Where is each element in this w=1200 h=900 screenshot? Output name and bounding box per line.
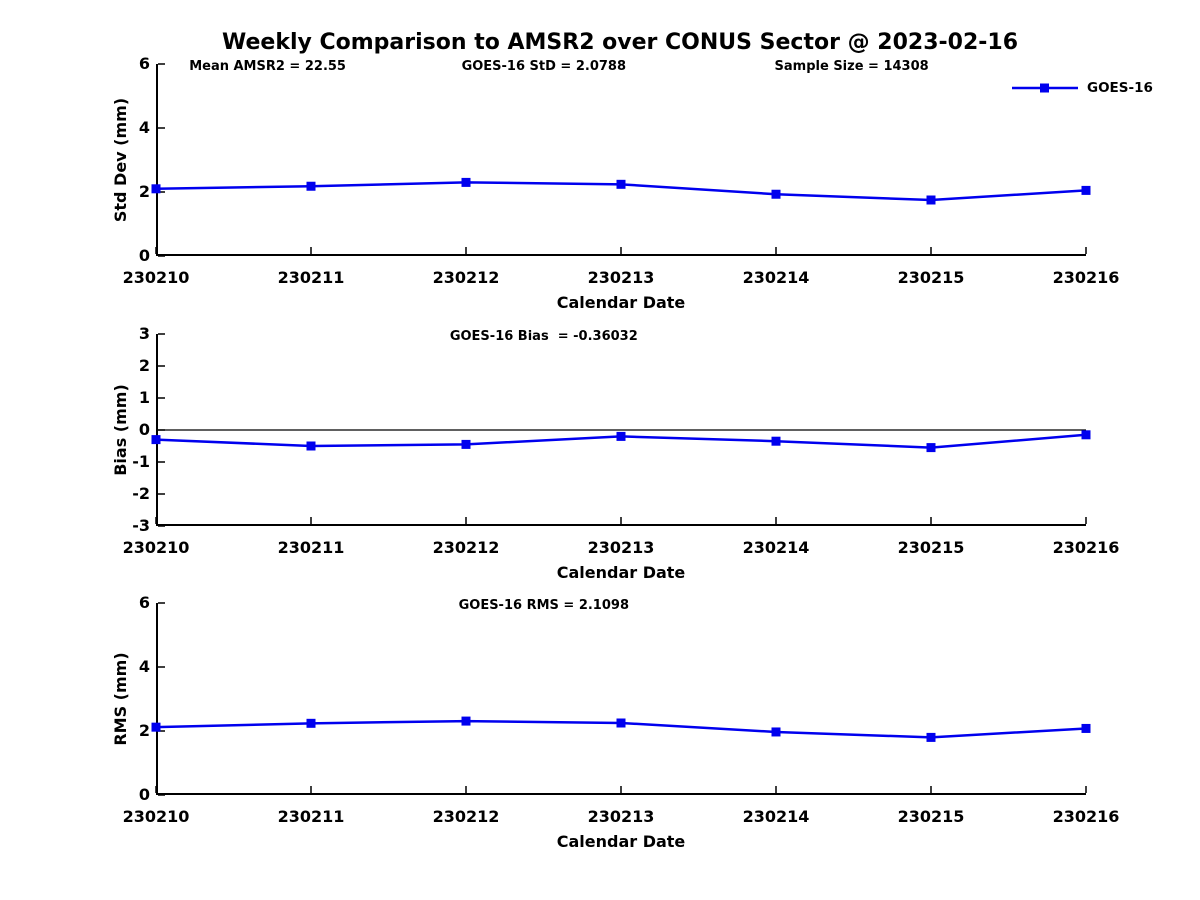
data-point-marker (1081, 723, 1091, 733)
y-tick-label: 2 (138, 721, 150, 740)
x-tick-label: 230212 (432, 268, 500, 287)
data-point-marker (616, 431, 626, 441)
data-point-marker (461, 177, 471, 187)
x-tick-label: 230216 (1052, 268, 1120, 287)
data-point-marker (151, 184, 161, 194)
y-tick-label: 4 (138, 657, 150, 676)
data-point-marker (771, 727, 781, 737)
plot-area-std-dev (151, 63, 1091, 257)
x-axis-title: Calendar Date (556, 293, 686, 312)
y-tick-label: 0 (138, 785, 150, 804)
plot-area-rms (151, 602, 1091, 796)
y-tick-label: 6 (138, 593, 150, 612)
data-point-marker (926, 732, 936, 742)
x-tick-label: 230216 (1052, 538, 1120, 557)
data-point-marker (1081, 430, 1091, 440)
y-tick-label: 4 (138, 118, 150, 137)
x-tick-label: 230210 (122, 807, 190, 826)
data-point-marker (926, 195, 936, 205)
y-tick-label: 6 (138, 54, 150, 73)
data-point-marker (306, 441, 316, 451)
y-tick-label: 0 (138, 246, 150, 265)
annotation: GOES-16 Bias = -0.36032 (449, 329, 638, 344)
y-tick-label: 3 (138, 324, 150, 343)
annotation: GOES-16 RMS = 2.1098 (458, 598, 629, 613)
data-point-marker (461, 439, 471, 449)
x-tick-label: 230213 (587, 268, 655, 287)
x-tick-label: 230214 (742, 538, 810, 557)
legend-line-sample-icon (1012, 83, 1078, 93)
x-tick-label: 230215 (897, 538, 965, 557)
x-tick-label: 230214 (742, 807, 810, 826)
data-point-marker (926, 443, 936, 453)
x-tick-label: 230210 (122, 268, 190, 287)
x-tick-label: 230211 (277, 538, 345, 557)
y-tick-label: -2 (132, 484, 150, 503)
data-point-marker (616, 179, 626, 189)
y-tick-label: 2 (138, 356, 150, 375)
x-tick-label: 230216 (1052, 807, 1120, 826)
x-tick-label: 230215 (897, 807, 965, 826)
x-tick-label: 230214 (742, 268, 810, 287)
data-point-marker (151, 722, 161, 732)
y-tick-label: -1 (132, 452, 150, 471)
legend: GOES-16 (1012, 80, 1153, 96)
data-line (154, 433, 1088, 449)
annotation: Mean AMSR2 = 22.55 (189, 59, 346, 74)
data-point-marker (616, 718, 626, 728)
data-line (154, 719, 1088, 739)
x-tick-label: 230212 (432, 807, 500, 826)
y-tick-label: 0 (138, 420, 150, 439)
x-tick-label: 230212 (432, 538, 500, 557)
x-tick-label: 230211 (277, 807, 345, 826)
x-tick-label: 230211 (277, 268, 345, 287)
data-point-marker (306, 181, 316, 191)
data-line (154, 181, 1088, 202)
y-axis-title: Bias (mm) (111, 384, 130, 476)
x-tick-label: 230213 (587, 807, 655, 826)
annotation: GOES-16 StD = 2.0788 (461, 59, 627, 74)
data-point-marker (461, 716, 471, 726)
data-point-marker (771, 436, 781, 446)
data-point-marker (1081, 185, 1091, 195)
y-axis-title: RMS (mm) (111, 652, 130, 746)
x-tick-label: 230210 (122, 538, 190, 557)
legend-label: GOES-16 (1087, 80, 1153, 96)
y-tick-label: 1 (138, 388, 150, 407)
plot-area-bias (151, 333, 1091, 527)
x-axis-title: Calendar Date (556, 563, 686, 582)
data-point-marker (151, 435, 161, 445)
y-tick-label: 2 (138, 182, 150, 201)
y-axis-title: Std Dev (mm) (111, 97, 130, 223)
y-tick-label: -3 (132, 516, 150, 535)
annotation: Sample Size = 14308 (774, 59, 929, 74)
figure-title: Weekly Comparison to AMSR2 over CONUS Se… (222, 30, 1018, 55)
x-axis-title: Calendar Date (556, 832, 686, 851)
x-tick-label: 230213 (587, 538, 655, 557)
data-point-marker (306, 718, 316, 728)
data-point-marker (771, 189, 781, 199)
x-tick-label: 230215 (897, 268, 965, 287)
